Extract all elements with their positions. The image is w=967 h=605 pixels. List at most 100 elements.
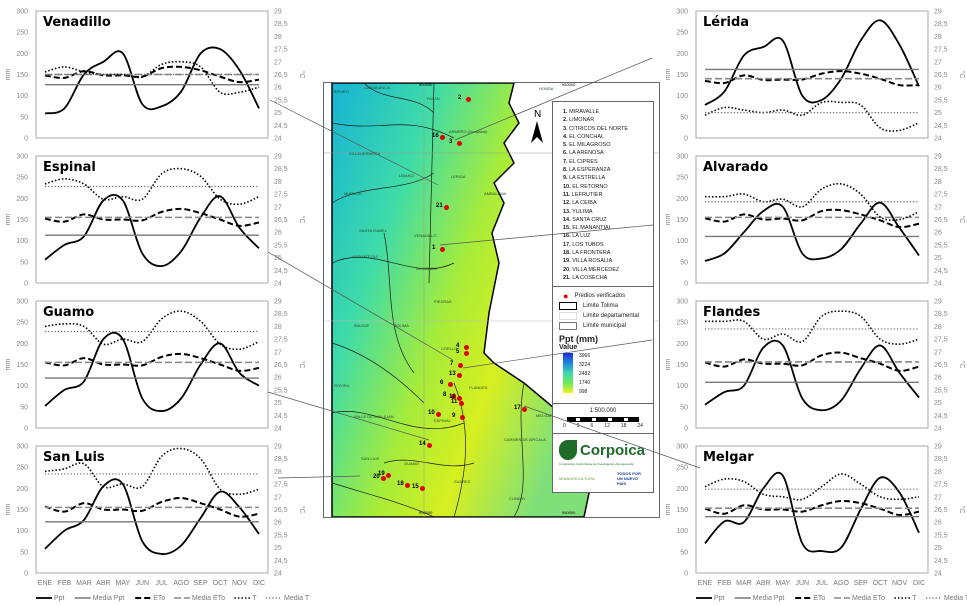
farm-point	[460, 415, 465, 420]
svg-text:mm: mm	[665, 504, 672, 516]
svg-text:200: 200	[16, 486, 28, 493]
svg-text:mm: mm	[5, 69, 12, 81]
svg-text:29: 29	[934, 444, 942, 451]
svg-text:28: 28	[274, 34, 282, 41]
svg-text:25,5: 25,5	[934, 97, 948, 104]
svg-text:°C: °C	[958, 361, 966, 369]
series-t	[44, 167, 260, 206]
corpoica-subtitle: Corporación Colombiana de Investigación …	[559, 462, 634, 467]
svg-text:25: 25	[274, 400, 282, 407]
svg-text:26,5: 26,5	[934, 72, 948, 79]
svg-text:50: 50	[20, 259, 28, 266]
series-t	[705, 310, 920, 345]
municipality-label: FLANDES	[469, 385, 488, 390]
svg-text:°C: °C	[298, 361, 306, 369]
ramp-value: 3224	[579, 362, 591, 369]
farm-point-label: 2	[458, 95, 462, 101]
series-ppt	[44, 46, 260, 115]
farm-point-label: 13	[449, 371, 456, 377]
svg-text:29: 29	[934, 9, 942, 16]
municipality-label: MURILLO	[344, 191, 362, 196]
municipality-label: IBAGUE	[354, 323, 370, 328]
svg-text:27: 27	[934, 349, 942, 356]
svg-text:27: 27	[274, 349, 282, 356]
farm-point-label: 12	[449, 394, 456, 400]
svg-text:27,5: 27,5	[934, 337, 948, 344]
svg-text:24,5: 24,5	[934, 268, 948, 275]
municipality-label: SANTA ISABEL	[359, 228, 387, 233]
chart-title: San Luis	[43, 450, 105, 465]
svg-text:T: T	[912, 595, 917, 602]
svg-text:AGO: AGO	[833, 580, 849, 587]
svg-text:DIC: DIC	[913, 580, 925, 587]
svg-text:0: 0	[24, 281, 28, 288]
svg-text:JUN: JUN	[135, 580, 149, 587]
municipality-label: ESPINAL	[434, 418, 451, 423]
svg-text:mm: mm	[5, 214, 12, 226]
svg-text:OCT: OCT	[213, 580, 229, 587]
svg-text:29: 29	[274, 154, 282, 161]
svg-text:26: 26	[934, 375, 942, 382]
scale-tick: 18	[620, 423, 627, 430]
farm-point	[420, 486, 425, 491]
svg-text:29: 29	[934, 154, 942, 161]
chart-title: Guamo	[43, 305, 94, 320]
svg-text:300: 300	[16, 299, 28, 306]
municipality-label: CARMEN DE APICALA	[504, 437, 546, 442]
svg-text:24: 24	[934, 136, 942, 143]
series-ppt	[704, 19, 920, 106]
svg-text:25,5: 25,5	[934, 387, 948, 394]
svg-text:27: 27	[274, 494, 282, 501]
svg-text:250: 250	[676, 175, 688, 182]
svg-text:24,5: 24,5	[274, 413, 288, 420]
svg-text:27,5: 27,5	[934, 47, 948, 54]
svg-text:mm: mm	[5, 504, 12, 516]
svg-text:JUL: JUL	[816, 580, 829, 587]
svg-text:MAY: MAY	[115, 580, 130, 587]
svg-text:150: 150	[16, 72, 28, 79]
farm-point-label: 9	[452, 413, 456, 419]
legend-limite-municipal: Limite municipal	[583, 323, 627, 330]
logos: Corpoica Corporación Colombiana de Inves…	[553, 433, 653, 492]
svg-text:29: 29	[934, 299, 942, 306]
svg-text:200: 200	[676, 486, 688, 493]
svg-text:25,5: 25,5	[274, 97, 288, 104]
svg-text:27,5: 27,5	[274, 337, 288, 344]
svg-text:ABR: ABR	[96, 580, 110, 587]
svg-text:25,5: 25,5	[934, 242, 948, 249]
farm-point	[464, 345, 469, 350]
svg-text:Media Ppt: Media Ppt	[93, 595, 125, 602]
municipality-label: MELGAR	[536, 413, 553, 418]
farm-list-item: 13. YULIMA	[563, 208, 593, 215]
farm-list: 1. MIRAVALLE 2. LIMONAR 3. CITRICOS DEL NO…	[553, 102, 653, 286]
coordinate-label: 900000	[419, 510, 433, 515]
svg-text:ENE: ENE	[698, 580, 713, 587]
farm-point	[457, 373, 462, 378]
svg-text:28,5: 28,5	[934, 21, 948, 28]
svg-text:SEP: SEP	[194, 580, 208, 587]
coordinate-label: 950000	[562, 510, 576, 515]
scale-tick: 12	[604, 423, 610, 430]
series-ppt	[704, 471, 920, 554]
svg-text:25: 25	[274, 255, 282, 262]
farm-point-label: 15	[412, 484, 419, 490]
farm-list-item: 7. EL CIPRES	[563, 158, 598, 165]
svg-text:24: 24	[274, 571, 282, 578]
svg-text:°C: °C	[298, 216, 306, 224]
svg-text:28: 28	[934, 34, 942, 41]
svg-text:0: 0	[684, 281, 688, 288]
svg-text:28: 28	[934, 179, 942, 186]
svg-text:0: 0	[684, 136, 688, 143]
farm-point	[405, 483, 410, 488]
farm-point	[386, 473, 391, 478]
municipality-label: ANZOATEGUI	[352, 254, 378, 259]
svg-text:150: 150	[676, 507, 688, 514]
svg-text:300: 300	[16, 444, 28, 451]
farm-point-label: 16	[432, 133, 439, 139]
farm-point	[457, 396, 462, 401]
farm-list-item: 3. CITRICOS DEL NORTE	[563, 125, 629, 132]
series-t	[44, 60, 260, 96]
svg-text:0: 0	[24, 426, 28, 433]
legend-limite-tolima: Limite Tolima	[583, 303, 618, 310]
farm-point-label: 18	[397, 481, 404, 487]
